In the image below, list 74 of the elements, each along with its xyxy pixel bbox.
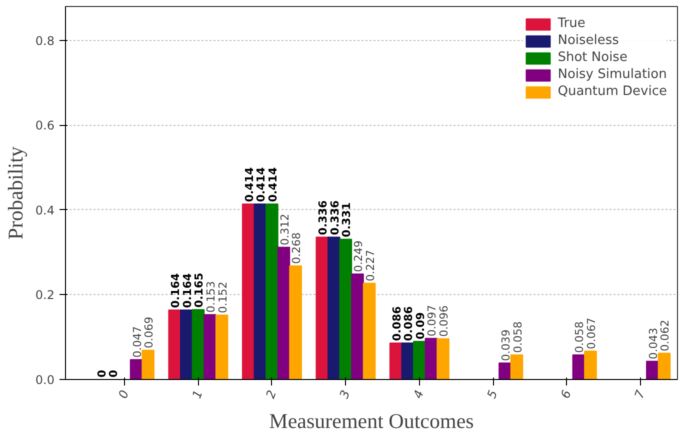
legend-label: Noiseless bbox=[558, 33, 619, 48]
y-tick-label: 0.0 bbox=[35, 373, 55, 387]
data-label: 0.152 bbox=[216, 282, 230, 314]
bar bbox=[327, 236, 340, 380]
data-label: 0.165 bbox=[192, 272, 206, 308]
y-tick-label: 0.2 bbox=[35, 288, 55, 302]
x-tick-label: 3 bbox=[336, 388, 353, 400]
legend-label: Shot Noise bbox=[558, 50, 628, 65]
bar bbox=[362, 282, 376, 380]
bar bbox=[646, 360, 659, 380]
legend-label: Noisy Simulation bbox=[558, 67, 667, 82]
x-tick-label: 6 bbox=[558, 388, 574, 400]
data-label: 0.047 bbox=[130, 326, 144, 358]
legend-label: True bbox=[558, 16, 586, 31]
bar bbox=[215, 314, 228, 380]
data-label: 0.331 bbox=[340, 202, 354, 238]
bar bbox=[192, 309, 205, 380]
data-label: 0.09 bbox=[414, 312, 427, 340]
y-axis-title: Probability bbox=[3, 146, 28, 240]
bar bbox=[266, 204, 278, 380]
bar bbox=[510, 354, 524, 380]
data-label: 0.164 bbox=[180, 272, 194, 308]
y-tick-label: 0.6 bbox=[35, 118, 55, 133]
data-label: 0.414 bbox=[242, 166, 256, 202]
x-axis-title: Measurement Outcomes bbox=[269, 408, 474, 433]
data-label: 0.086 bbox=[402, 306, 416, 342]
bar bbox=[277, 246, 290, 380]
bar bbox=[254, 204, 267, 380]
bar bbox=[316, 236, 328, 380]
data-label: 0.153 bbox=[204, 281, 218, 313]
data-label: 0.039 bbox=[499, 329, 512, 361]
data-label: 0.312 bbox=[278, 214, 292, 246]
bar bbox=[142, 350, 154, 380]
bar bbox=[413, 340, 426, 380]
data-label: 0.069 bbox=[142, 316, 156, 348]
bar bbox=[351, 273, 364, 380]
data-label: 0 bbox=[95, 370, 108, 378]
data-label: 0.067 bbox=[584, 318, 598, 350]
bar bbox=[242, 204, 255, 380]
x-tick-label: 5 bbox=[484, 388, 500, 400]
data-label: 0.268 bbox=[290, 232, 304, 264]
data-label: 0.336 bbox=[328, 200, 342, 236]
data-label: 0.096 bbox=[438, 305, 451, 337]
x-tick-label: 1 bbox=[190, 388, 206, 400]
data-label: 0.043 bbox=[646, 328, 660, 360]
y-tick-label: 0.8 bbox=[35, 34, 55, 48]
bar bbox=[168, 309, 182, 380]
data-label: 0 bbox=[107, 370, 120, 378]
data-label: 0.097 bbox=[426, 304, 439, 336]
bar bbox=[498, 362, 512, 380]
data-label: 0.249 bbox=[352, 240, 365, 272]
legend-label: Quantum Device bbox=[558, 84, 667, 99]
data-label: 0.062 bbox=[658, 320, 672, 352]
x-tick-label: 4 bbox=[410, 388, 426, 400]
bar bbox=[658, 352, 671, 380]
x-tick-label: 2 bbox=[263, 388, 280, 400]
data-label: 0.227 bbox=[364, 250, 377, 282]
data-label: 0.058 bbox=[573, 321, 586, 353]
bar bbox=[180, 309, 193, 380]
bar bbox=[584, 350, 597, 380]
bar bbox=[289, 265, 302, 380]
data-label: 0.086 bbox=[390, 306, 404, 342]
y-tick-label: 0.4 bbox=[35, 203, 55, 218]
bar bbox=[204, 314, 216, 380]
x-tick-label: 0 bbox=[116, 388, 132, 400]
data-label: 0.164 bbox=[169, 272, 182, 308]
bar bbox=[339, 238, 352, 380]
bar bbox=[401, 342, 414, 380]
data-label: 0.414 bbox=[254, 166, 268, 202]
data-label: 0.058 bbox=[511, 321, 524, 353]
bar bbox=[436, 338, 450, 380]
data-label: 0.336 bbox=[316, 200, 330, 236]
x-tick-label: 7 bbox=[632, 388, 648, 400]
data-label: 0.414 bbox=[266, 166, 280, 202]
